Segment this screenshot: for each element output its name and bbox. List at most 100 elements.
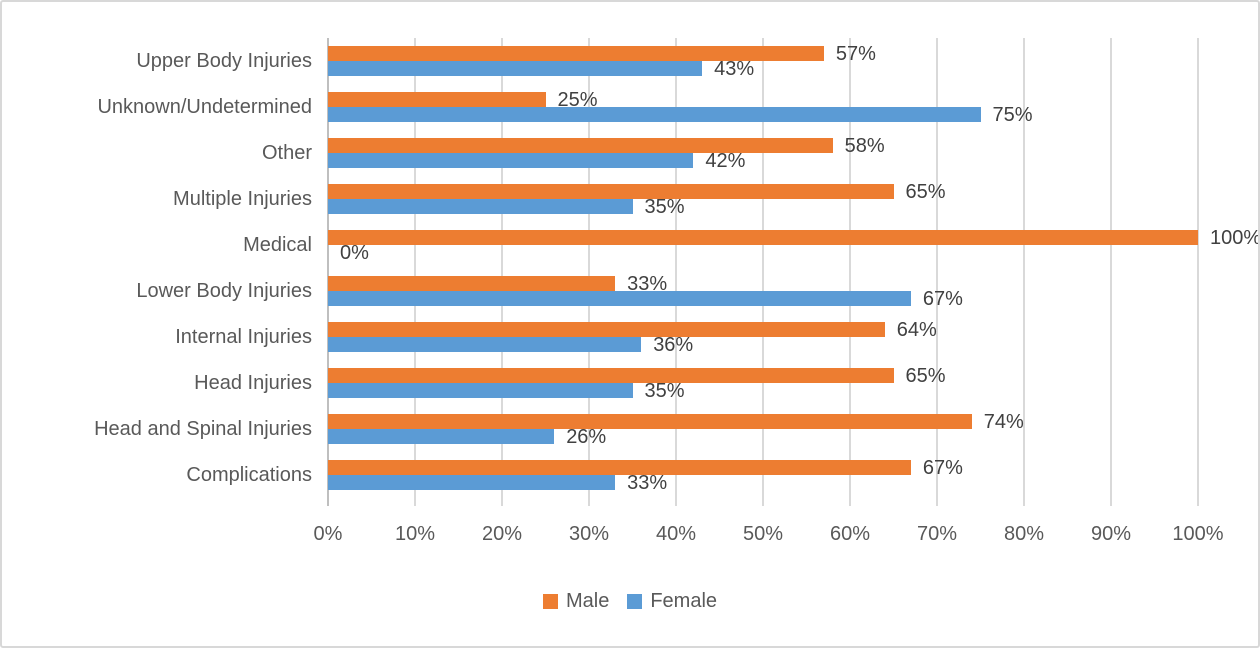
category-label: Complications: [186, 463, 312, 486]
gridline: [501, 38, 503, 506]
female-bar: 43%: [328, 59, 754, 79]
bar-track: 74%: [328, 412, 1198, 432]
gridline: [414, 38, 416, 506]
data-label: 26%: [566, 425, 607, 448]
category-label: Head Injuries: [194, 371, 312, 394]
legend: Male Female: [2, 590, 1258, 613]
male-bar: 65%: [328, 366, 946, 386]
bar-track: 65%: [328, 182, 1198, 202]
male-swatch-icon: [542, 594, 558, 609]
category-label: Other: [261, 141, 312, 164]
bar-track: 67%: [328, 458, 1198, 478]
data-label: 67%: [922, 456, 963, 479]
gridline: [849, 38, 851, 506]
gridline: [1197, 38, 1199, 506]
axis-tick-label: 50%: [742, 523, 784, 545]
category-label: Lower Body Injuries: [136, 279, 312, 302]
bar-track: 100%: [328, 228, 1258, 248]
male-bar: 67%: [328, 458, 963, 478]
data-label: 65%: [905, 364, 946, 387]
axis-tick-label: 20%: [481, 523, 523, 545]
axis-tick-label: 100%: [1172, 523, 1224, 545]
axis-tick-label: 40%: [655, 523, 697, 545]
data-label: 25%: [557, 88, 598, 111]
bar-track: 33%: [328, 274, 1198, 294]
gridline: [1023, 38, 1025, 506]
male-bar: 58%: [328, 136, 885, 156]
bar-track: 42%: [328, 151, 1198, 171]
category-axis: Upper Body Injuries Unknown/Undetermined O…: [2, 38, 312, 498]
bar-track: 25%: [328, 90, 1198, 110]
bar-track: 33%: [328, 473, 1198, 493]
bar-track: 0%: [328, 241, 1198, 264]
data-label: 67%: [922, 287, 963, 310]
data-label: 74%: [983, 410, 1024, 433]
data-label: 75%: [992, 103, 1033, 126]
male-bar: 33%: [328, 274, 667, 294]
category-label: Multiple Injuries: [173, 187, 312, 210]
bar-group: 25% 75%: [328, 84, 1198, 130]
bar-group: 65% 35%: [328, 360, 1198, 406]
female-bar: 35%: [328, 197, 685, 217]
female-bar: 33%: [328, 473, 667, 493]
bar-group: 65% 35%: [328, 176, 1198, 222]
male-bar: 100%: [328, 228, 1258, 248]
axis-tick-label: 70%: [916, 523, 958, 545]
female-bar: 26%: [328, 427, 606, 447]
legend-item-female: Female: [627, 590, 717, 613]
bar-track: 35%: [328, 381, 1198, 401]
gridline: [588, 38, 590, 506]
female-bar: 42%: [328, 151, 745, 171]
female-bar: 67%: [328, 289, 963, 309]
female-bar: 35%: [328, 381, 685, 401]
bar-group: 64% 36%: [328, 314, 1198, 360]
category-label: Upper Body Injuries: [136, 49, 312, 72]
plot-area: 57% 43% 25% 75% 58% 42% 65% 35% 100% 0% 33% 67% 64% 3…: [327, 38, 1258, 506]
male-bar: 74%: [328, 412, 1024, 432]
bar-group: 100% 0%: [328, 222, 1258, 268]
bar-group: 58% 42%: [328, 130, 1198, 176]
data-label: 58%: [844, 134, 885, 157]
female-bar: 75%: [328, 105, 1033, 125]
bar-track: 58%: [328, 136, 1198, 156]
value-axis: 0% 10% 20% 30% 40% 50% 60% 70% 80% 90% 100%: [314, 523, 1224, 549]
data-label: 35%: [644, 195, 685, 218]
legend-item-male: Male: [542, 590, 610, 613]
data-label: 33%: [627, 471, 668, 494]
data-label: 65%: [905, 180, 946, 203]
legend-label: Male: [565, 590, 610, 612]
data-label: 33%: [627, 272, 668, 295]
axis-tick-label: 0%: [313, 523, 343, 545]
gridline: [675, 38, 677, 506]
male-bar: 25%: [328, 90, 598, 110]
bar-track: 64%: [328, 320, 1198, 340]
bar-track: 35%: [328, 197, 1198, 217]
bar-track: 67%: [328, 289, 1198, 309]
data-label: 0%: [340, 241, 369, 264]
axis-tick-label: 90%: [1090, 523, 1132, 545]
bar-group: 74% 26%: [328, 406, 1198, 452]
male-bar: 64%: [328, 320, 937, 340]
bar-group: 67% 33%: [328, 452, 1198, 498]
female-bar: 36%: [328, 335, 693, 355]
gridline: [936, 38, 938, 506]
male-bar: 65%: [328, 182, 946, 202]
gridline: [1110, 38, 1112, 506]
female-swatch-icon: [627, 594, 643, 609]
category-label: Head and Spinal Injuries: [94, 417, 312, 440]
data-label: 42%: [705, 149, 746, 172]
axis-tick-label: 10%: [394, 523, 436, 545]
axis-tick-label: 80%: [1003, 523, 1045, 545]
data-label: 43%: [714, 57, 755, 80]
gridline-layer: [327, 38, 1199, 506]
category-label: Medical: [243, 233, 312, 256]
bar-track: 65%: [328, 366, 1198, 386]
bar-track: 75%: [328, 105, 1198, 125]
bar-group: 33% 67%: [328, 268, 1198, 314]
bar-track: 57%: [328, 44, 1198, 64]
gridline: [762, 38, 764, 506]
data-label: 35%: [644, 379, 685, 402]
bars-layer: 57% 43% 25% 75% 58% 42% 65% 35% 100% 0% 33% 67% 64% 3…: [328, 38, 1258, 498]
bar-group: 57% 43%: [328, 38, 1198, 84]
